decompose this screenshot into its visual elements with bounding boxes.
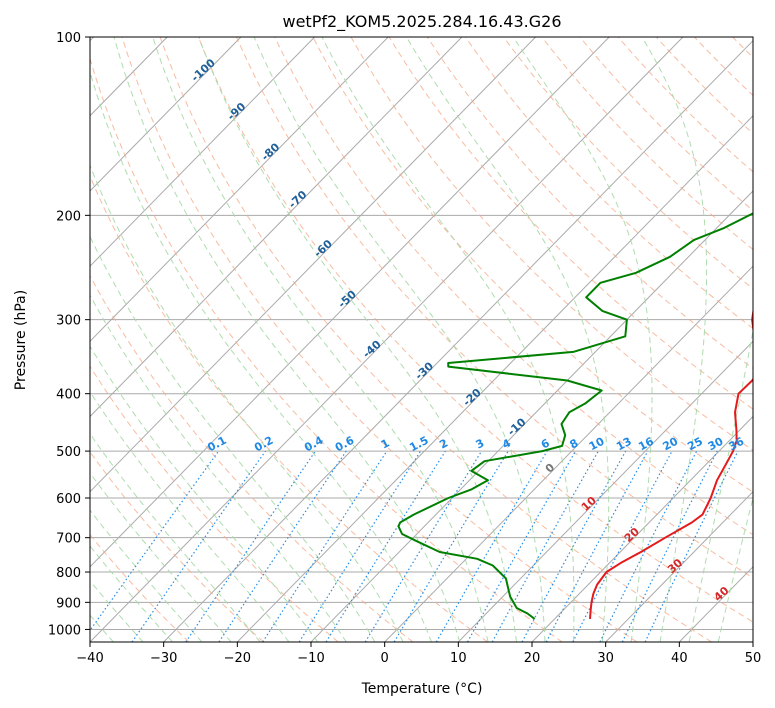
mixing-ratio-line <box>599 450 698 642</box>
y-axis-label: Pressure (hPa) <box>13 290 29 390</box>
x-tick-label: −40 <box>76 651 103 666</box>
mixing-ratio-line <box>131 450 266 642</box>
dry-adiabat-line <box>90 57 563 642</box>
moist-adiabat-line <box>90 472 232 642</box>
mixing-ratio-label: 13 <box>614 435 634 454</box>
chart-title: wetPf2_KOM5.2025.284.16.43.G26 <box>282 12 561 32</box>
x-tick-label: 10 <box>450 651 467 666</box>
isotherm-line <box>457 340 753 642</box>
x-tick-label: 50 <box>745 651 762 666</box>
moist-adiabat-line <box>113 37 461 642</box>
background-grid-lines <box>90 37 753 642</box>
x-tick-label: 0 <box>381 651 389 666</box>
mixing-ratio-label: 25 <box>685 435 705 454</box>
isotherm-line <box>310 190 753 642</box>
dry-adiabat-line <box>90 451 264 642</box>
mixing-ratio-label: 30 <box>706 435 726 454</box>
dry-adiabat-line <box>426 37 753 370</box>
dry-adiabat-line <box>197 37 753 623</box>
moist-adiabat-line <box>641 37 708 642</box>
dry-adiabat-line <box>350 37 753 451</box>
x-tick-label: 30 <box>597 651 614 666</box>
mixing-ratio-label: 10 <box>587 435 607 454</box>
moist-adiabat-line <box>90 163 404 642</box>
y-tick-label: 400 <box>56 388 81 403</box>
moist-adiabat-line <box>512 37 653 642</box>
isotherm-line <box>90 37 389 343</box>
y-tick-label: 600 <box>56 492 81 507</box>
moist-adiabat-line <box>90 70 432 642</box>
dry-adiabat-line <box>121 37 638 642</box>
moist-adiabat-line <box>90 235 376 642</box>
isotherm-line <box>384 265 753 642</box>
mixing-ratio-label: 36 <box>727 435 747 454</box>
y-tick-label: 800 <box>56 566 81 581</box>
mixing-ratio-label: 20 <box>661 435 681 454</box>
isotherm-line <box>531 415 753 642</box>
mixing-ratio-line <box>466 450 577 642</box>
x-tick-label: −20 <box>224 651 251 666</box>
moist-adiabat-line <box>253 37 546 642</box>
isotherm-line <box>90 37 463 418</box>
mixing-ratio-line <box>621 450 718 642</box>
isotherm-line <box>90 37 684 642</box>
dry-adiabat-line <box>90 365 339 642</box>
moist-adiabat-line <box>90 345 319 642</box>
x-tick-label: −30 <box>150 651 177 666</box>
moist-adiabat-line <box>406 37 610 642</box>
dry-adiabat-line <box>312 37 753 493</box>
mixing-ratio-line <box>491 450 599 642</box>
x-tick-label: −10 <box>297 651 324 666</box>
mixing-ratio-line <box>298 450 422 642</box>
isotherm-line <box>163 39 753 642</box>
moist-adiabat-line <box>152 37 489 642</box>
dry-adiabat-line <box>90 274 414 642</box>
y-tick-label: 700 <box>56 532 81 547</box>
mixing-ratio-line <box>218 450 347 642</box>
isotherm-line <box>90 37 536 493</box>
isotherm-line <box>236 115 753 642</box>
moist-adiabat-line <box>90 432 261 642</box>
mixing-ratio-line <box>90 450 220 632</box>
x-axis: −40 −30 −20 −10 0 10 20 30 40 50 <box>76 642 761 666</box>
mixing-ratio-line <box>262 450 388 642</box>
isotherm-line <box>90 37 242 192</box>
temperature-profile-line <box>589 307 753 619</box>
mixing-ratio-line <box>185 450 316 642</box>
moist-adiabat-line <box>90 509 203 642</box>
isotherm-line <box>605 490 753 642</box>
dry-adiabat-line <box>388 37 753 410</box>
y-tick-label: 100 <box>56 31 81 46</box>
moist-adiabat-line <box>688 328 753 642</box>
profile-lines <box>397 212 753 620</box>
dry-adiabat-line <box>159 37 712 642</box>
y-tick-label: 1000 <box>48 623 81 638</box>
y-tick-label: 900 <box>56 596 81 611</box>
y-tick-label: 200 <box>56 209 81 224</box>
y-axis: 100 200 300 400 500 600 700 800 900 1000 <box>48 31 90 638</box>
mixing-ratio-label: 16 <box>636 435 656 454</box>
x-tick-label: 40 <box>671 651 688 666</box>
y-tick-label: 300 <box>56 314 81 329</box>
y-tick-label: 500 <box>56 445 81 460</box>
dewpoint-profile-line <box>397 212 753 620</box>
dry-adiabat-line <box>90 175 488 642</box>
moist-adiabat-line <box>321 37 575 642</box>
moist-adiabat-line <box>90 390 290 642</box>
mixing-ratio-line <box>545 450 649 642</box>
x-axis-label: Temperature (°C) <box>361 681 483 697</box>
x-tick-label: 20 <box>524 651 541 666</box>
mixing-ratio-line <box>521 450 627 642</box>
mixing-ratio-line <box>364 450 483 642</box>
dry-adiabat-line <box>274 37 753 536</box>
isotherm-line <box>90 37 315 267</box>
plot-frame <box>89 36 754 643</box>
moist-adiabat-line <box>717 496 753 642</box>
dry-adiabat-line <box>236 37 753 579</box>
